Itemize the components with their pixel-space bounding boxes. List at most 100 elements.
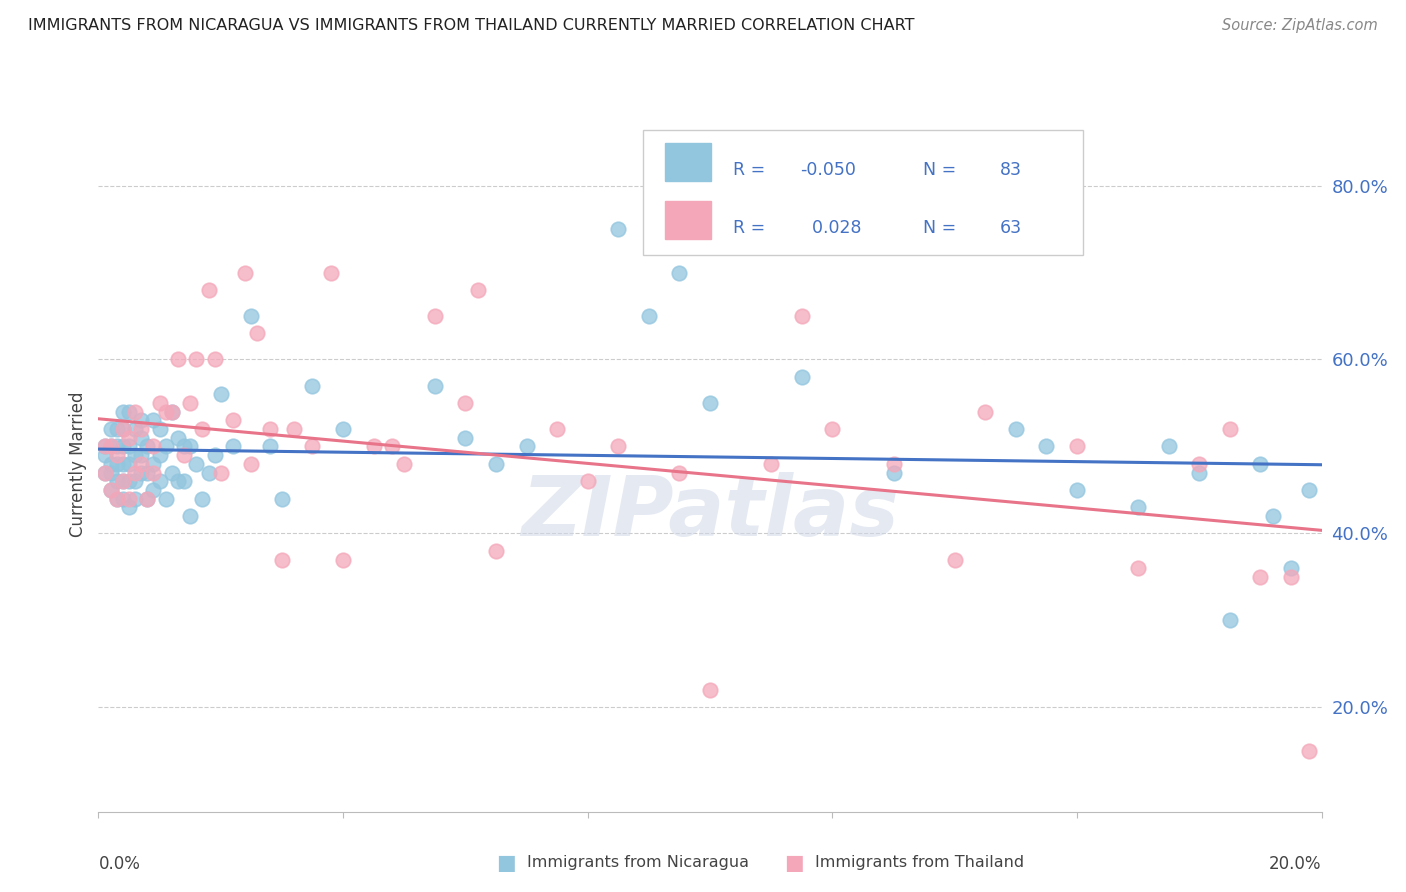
Point (118, 431, 141, 445)
Point (93, 466, 115, 480)
Point (136, 491, 159, 506)
Text: Immigrants from Thailand: Immigrants from Thailand (815, 855, 1025, 870)
Text: Source: ZipAtlas.com: Source: ZipAtlas.com (1222, 18, 1378, 33)
Point (173, 448, 195, 462)
Point (93, 440, 115, 453)
Point (1188, 457, 1211, 471)
Point (118, 475, 141, 489)
Point (363, 440, 385, 453)
Point (392, 457, 416, 471)
Text: ZIPatlas: ZIPatlas (522, 472, 898, 553)
Point (637, 309, 661, 323)
Point (179, 396, 201, 410)
Text: ■: ■ (785, 853, 804, 872)
Point (1066, 440, 1088, 453)
Point (454, 396, 477, 410)
Point (100, 440, 122, 453)
Point (516, 440, 538, 453)
Point (136, 466, 159, 480)
Point (883, 457, 905, 471)
Point (1128, 500, 1150, 515)
Point (160, 404, 183, 418)
Point (240, 457, 263, 471)
Point (1035, 440, 1057, 453)
Point (668, 466, 690, 480)
Point (111, 422, 134, 436)
Point (167, 431, 190, 445)
Point (191, 491, 214, 506)
Point (111, 475, 134, 489)
Point (270, 552, 292, 566)
Point (124, 491, 146, 506)
Point (129, 457, 152, 471)
Text: 20.0%: 20.0% (1270, 855, 1322, 873)
Point (283, 422, 305, 436)
Point (173, 475, 195, 489)
Point (129, 448, 152, 462)
Point (93, 466, 115, 480)
Point (173, 440, 195, 453)
Point (209, 387, 232, 401)
Point (136, 440, 159, 453)
Point (209, 466, 232, 480)
Point (1279, 570, 1302, 584)
Point (118, 404, 141, 418)
Point (105, 457, 128, 471)
Point (111, 404, 134, 418)
Point (607, 222, 630, 236)
Point (1157, 440, 1180, 453)
Point (100, 483, 122, 497)
Point (105, 491, 128, 506)
Point (100, 440, 122, 453)
Point (1261, 508, 1284, 523)
Point (124, 466, 146, 480)
Point (1188, 466, 1211, 480)
Point (668, 266, 690, 280)
Point (246, 326, 269, 341)
Point (576, 475, 599, 489)
Point (111, 491, 134, 506)
Point (124, 404, 146, 418)
Y-axis label: Currently Married: Currently Married (69, 391, 87, 537)
Point (204, 352, 226, 367)
Point (270, 491, 292, 506)
Text: -0.050: -0.050 (800, 161, 856, 179)
Point (129, 466, 152, 480)
Point (93, 440, 115, 453)
Bar (665, 201, 711, 239)
Text: IMMIGRANTS FROM NICARAGUA VS IMMIGRANTS FROM THAILAND CURRENTLY MARRIED CORRELAT: IMMIGRANTS FROM NICARAGUA VS IMMIGRANTS … (28, 18, 915, 33)
Point (155, 440, 177, 453)
Point (546, 422, 568, 436)
Text: N =: N = (922, 161, 962, 179)
Point (259, 440, 281, 453)
Point (111, 475, 134, 489)
Point (129, 422, 152, 436)
Point (332, 422, 354, 436)
Point (124, 448, 146, 462)
Point (100, 466, 122, 480)
Point (186, 352, 208, 367)
Text: 63: 63 (1000, 219, 1022, 236)
Point (105, 491, 128, 506)
Point (319, 266, 342, 280)
Point (118, 500, 141, 515)
Point (179, 508, 201, 523)
Point (142, 457, 165, 471)
Point (467, 283, 489, 297)
Point (167, 475, 190, 489)
Point (790, 309, 813, 323)
Point (240, 309, 263, 323)
Point (1298, 744, 1320, 758)
Point (111, 422, 134, 436)
Point (111, 457, 134, 471)
Point (142, 483, 165, 497)
Point (105, 448, 128, 462)
Point (155, 491, 177, 506)
Point (607, 440, 630, 453)
Point (454, 431, 477, 445)
Point (759, 457, 782, 471)
Point (222, 440, 245, 453)
Point (1128, 561, 1150, 575)
Point (381, 440, 404, 453)
Bar (665, 143, 711, 181)
